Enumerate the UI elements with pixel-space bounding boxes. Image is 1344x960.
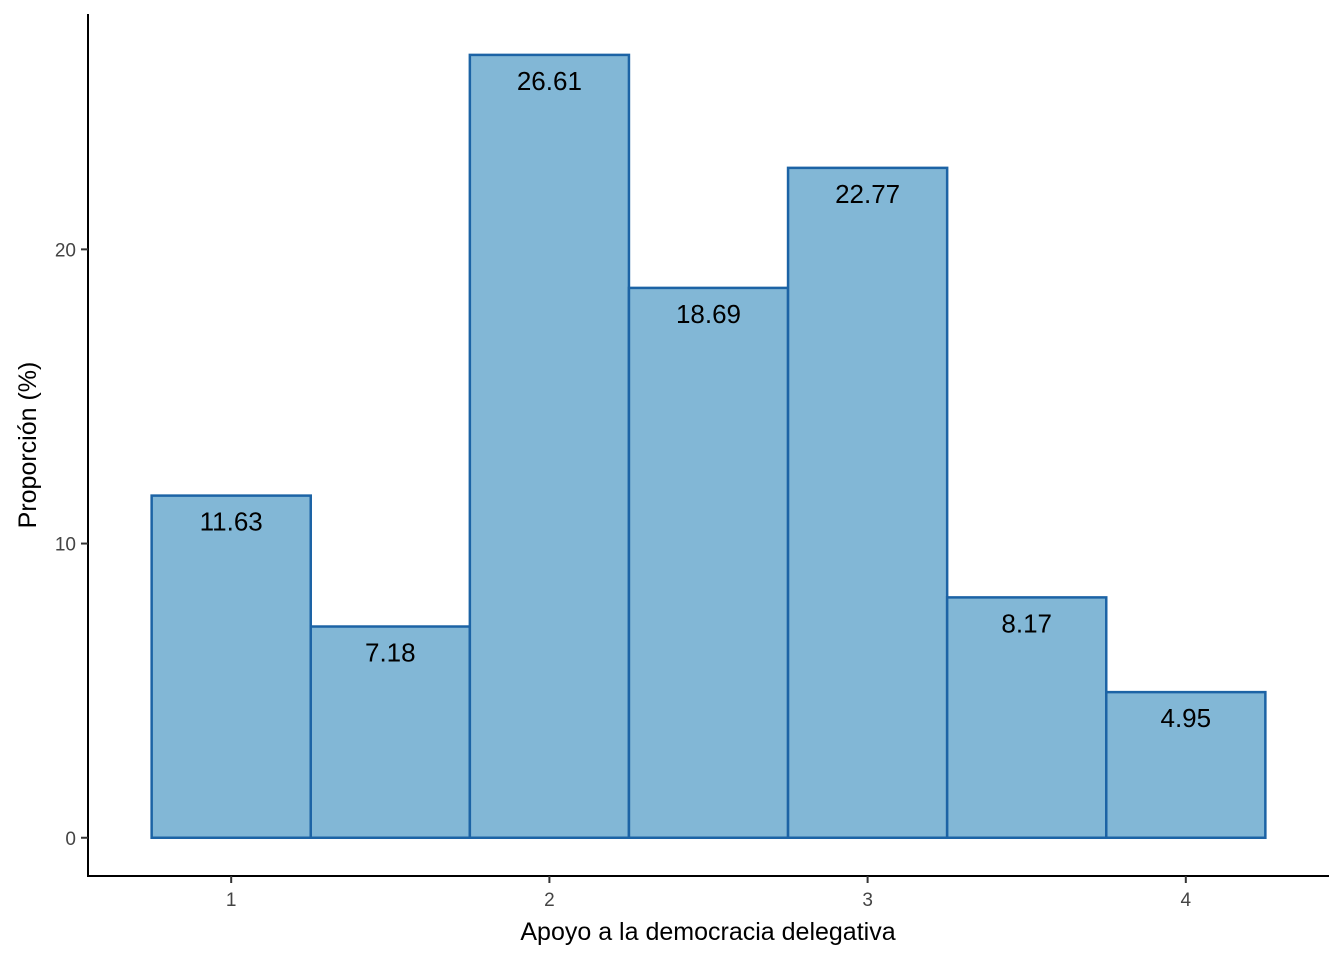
bar [150, 494, 312, 840]
x-tick-label: 4 [1181, 890, 1192, 911]
x-axis-title: Apoyo a la democracia delegativa [520, 918, 895, 946]
data-label: 11.63 [200, 507, 263, 537]
bars-layer [150, 53, 1267, 840]
y-axis-title: Proporción (%) [14, 362, 42, 529]
y-tick-label: 10 [55, 535, 76, 556]
x-ticks-layer: 1 2 3 4 [226, 876, 1192, 911]
bar [945, 596, 1108, 840]
y-ticks-layer: 0 10 20 [55, 240, 88, 850]
bar [786, 166, 949, 840]
bar [309, 625, 472, 840]
bar [627, 286, 790, 840]
bar [468, 53, 631, 840]
data-label: 8.17 [1001, 608, 1052, 638]
y-tick-label: 0 [65, 829, 76, 850]
data-label: 18.69 [676, 299, 741, 329]
data-label: 7.18 [365, 638, 416, 668]
data-label: 26.61 [517, 66, 582, 96]
x-tick-label: 2 [544, 890, 555, 911]
x-tick-label: 1 [226, 890, 237, 911]
data-labels-layer: 11.63 7.18 26.61 18.69 22.77 8.17 4.95 [200, 66, 1211, 733]
data-label: 4.95 [1161, 703, 1212, 733]
bar [1105, 690, 1267, 840]
data-label: 22.77 [835, 179, 900, 209]
x-tick-label: 3 [862, 890, 873, 911]
y-tick-label: 20 [55, 240, 76, 261]
